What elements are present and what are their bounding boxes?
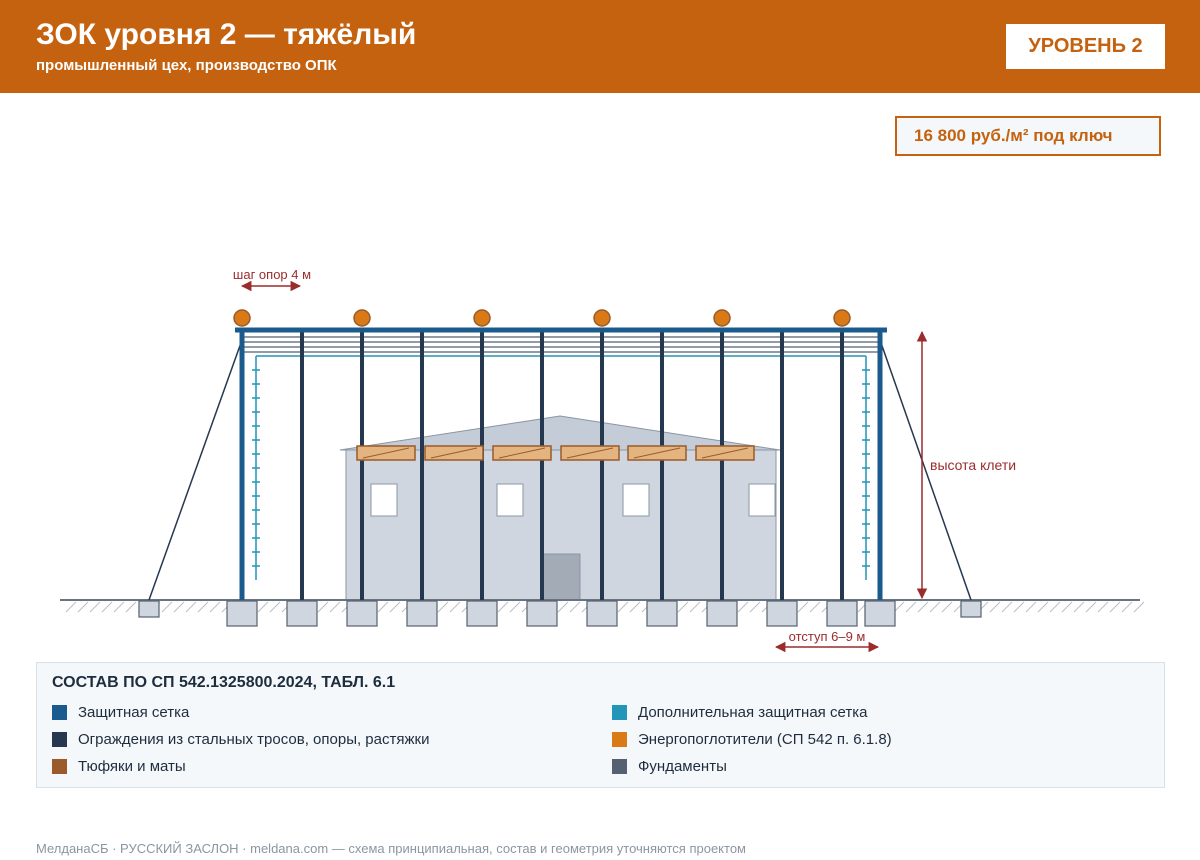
legend-label: Тюфяки и маты [78, 758, 186, 775]
energy-absorber [353, 309, 371, 327]
foundation-block [526, 600, 558, 627]
energy-absorber [233, 309, 251, 327]
building-window [496, 483, 524, 517]
foundation-block [406, 600, 438, 627]
price-box: 16 800 руб./м² под ключ [895, 116, 1161, 156]
legend-label: Фундаменты [638, 758, 727, 775]
legend-item: Дополнительная защитная сетка [612, 704, 867, 721]
legend-item: Тюфяки и маты [52, 758, 186, 775]
svg-text:высота клети: высота клети [930, 457, 1016, 473]
energy-absorber [833, 309, 851, 327]
legend-swatch [612, 732, 627, 747]
mats [356, 445, 755, 461]
additional-protective-net [252, 352, 870, 580]
level-badge: УРОВЕНЬ 2 [1006, 24, 1165, 69]
legend-item: Ограждения из стальных тросов, опоры, ра… [52, 731, 429, 748]
foundation-block [286, 600, 318, 627]
protective-net [235, 327, 887, 600]
legend-swatch [52, 705, 67, 720]
building-window [370, 483, 398, 517]
foundation-block [826, 600, 858, 627]
legend-item: Защитная сетка [52, 704, 189, 721]
legend-swatch [612, 759, 627, 774]
foundation-block [466, 600, 498, 627]
foundation-block [226, 600, 258, 627]
energy-absorber [593, 309, 611, 327]
legend-item: Энергопоглотители (СП 542 п. 6.1.8) [612, 731, 892, 748]
legend-swatch [52, 759, 67, 774]
anchor-block [138, 600, 160, 618]
legend-swatch [612, 705, 627, 720]
header-bar: ЗОК уровня 2 — тяжёлый промышленный цех,… [0, 0, 1200, 93]
protective-structure-diagram: шаг опор 4 м высота клети отступ 6–9 м [60, 267, 1145, 653]
footer-note: МелданаСБ · РУССКИЙ ЗАСЛОН · meldana.com… [36, 841, 746, 856]
anchor-block [960, 600, 982, 618]
legend-label: Дополнительная защитная сетка [638, 704, 868, 721]
energy-absorbers [233, 309, 851, 327]
foundation-block [646, 600, 678, 627]
legend-label: Защитная сетка [78, 704, 190, 721]
legend-title: СОСТАВ ПО СП 542.1325800.2024, ТАБЛ. 6.1 [52, 674, 396, 691]
energy-absorber [473, 309, 491, 327]
energy-absorber [713, 309, 731, 327]
page-title: ЗОК уровня 2 — тяжёлый [36, 18, 417, 51]
legend-label: Ограждения из стальных тросов, опоры, ра… [78, 731, 430, 748]
legend-swatch [52, 732, 67, 747]
foundations [138, 600, 982, 627]
building [339, 415, 781, 601]
foundation-block [766, 600, 798, 627]
building-door [542, 553, 581, 601]
building-window [622, 483, 650, 517]
page-subtitle: промышленный цех, производство ОПК [36, 57, 337, 74]
cage-height-annotation: высота клети [916, 330, 1016, 600]
legend-item: Фундаменты [612, 758, 727, 775]
foundation-block [586, 600, 618, 627]
legend-label: Энергопоглотители (СП 542 п. 6.1.8) [638, 731, 892, 748]
support-posts [300, 330, 844, 600]
pole-spacing-annotation: шаг опор 4 м [233, 267, 311, 292]
legend-panel: СОСТАВ ПО СП 542.1325800.2024, ТАБЛ. 6.1… [36, 662, 1165, 788]
foundation-block [706, 600, 738, 627]
setback-annotation: отступ 6–9 м [774, 629, 880, 653]
foundation-block [864, 600, 896, 627]
steel-cables [242, 336, 880, 353]
foundation-block [346, 600, 378, 627]
building-window [748, 483, 776, 517]
svg-text:шаг опор 4 м: шаг опор 4 м [233, 267, 311, 282]
svg-text:отступ 6–9 м: отступ 6–9 м [789, 629, 866, 644]
